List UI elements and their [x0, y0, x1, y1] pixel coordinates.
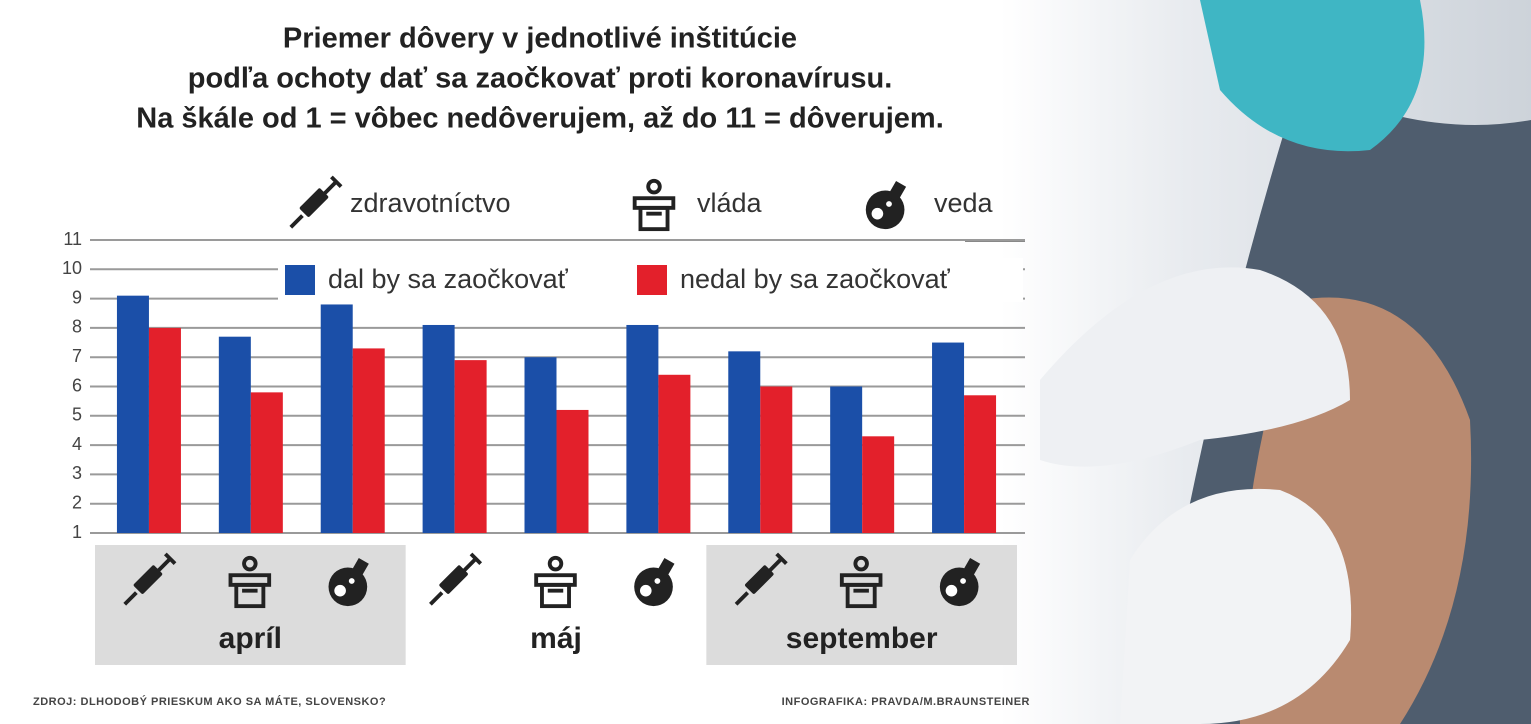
legend-swatch [285, 265, 315, 295]
y-tick-label: 8 [72, 317, 82, 337]
bar [964, 395, 997, 533]
bar [148, 327, 181, 533]
category-icon [634, 557, 675, 607]
group-label: september [786, 622, 938, 655]
bar [454, 360, 487, 533]
y-tick-label: 2 [72, 492, 82, 512]
bar [524, 357, 557, 533]
y-tick-label: 6 [72, 375, 82, 395]
bar [320, 304, 353, 533]
icon [865, 180, 907, 230]
y-tick-label: 10 [62, 258, 82, 278]
y-tick-label: 7 [72, 346, 82, 366]
icon-legend-label: zdravotníctvo [350, 188, 511, 218]
bar [116, 295, 149, 533]
chart-title: podľa ochoty dať sa zaočkovať proti koro… [188, 63, 893, 95]
photo [1000, 0, 1531, 724]
group-label: máj [530, 622, 582, 655]
bar [830, 386, 863, 533]
y-tick-label: 3 [72, 463, 82, 483]
y-tick-label: 11 [63, 229, 82, 249]
y-tick-label: 4 [72, 434, 82, 454]
bar [932, 342, 965, 533]
bar [760, 386, 793, 533]
y-tick-label: 9 [72, 287, 82, 307]
credit: INFOGRAFIKA: PRAVDA/M.BRAUNSTEINER [782, 696, 1030, 708]
bar [352, 348, 385, 533]
category-icon [428, 552, 483, 607]
bar [556, 409, 589, 533]
bar [626, 324, 659, 533]
group-label: apríl [219, 622, 282, 655]
source: ZDROJ: DLHODOBÝ PRIESKUM AKO SA MÁTE, SL… [33, 695, 386, 708]
legend-label: nedal by sa zaočkovať [680, 264, 951, 294]
legend-swatch [637, 265, 667, 295]
y-tick-label: 5 [72, 405, 82, 425]
bar [862, 436, 895, 533]
bar [422, 324, 455, 533]
chart-title: Priemer dôvery v jednotlivé inštitúcie [283, 23, 797, 55]
bar [728, 351, 761, 533]
category-icon [534, 555, 577, 609]
y-tick-label: 1 [72, 522, 82, 542]
icon [632, 178, 676, 232]
bar [218, 336, 251, 533]
legend-label: dal by sa zaočkovať [328, 264, 569, 294]
chart-title: Na škále od 1 = vôbec nedôverujem, až do… [136, 103, 944, 135]
bar [658, 374, 691, 533]
icon [288, 175, 343, 230]
icon-legend-label: vláda [697, 188, 763, 218]
icon-legend-label: veda [934, 188, 994, 218]
bar [250, 392, 283, 533]
